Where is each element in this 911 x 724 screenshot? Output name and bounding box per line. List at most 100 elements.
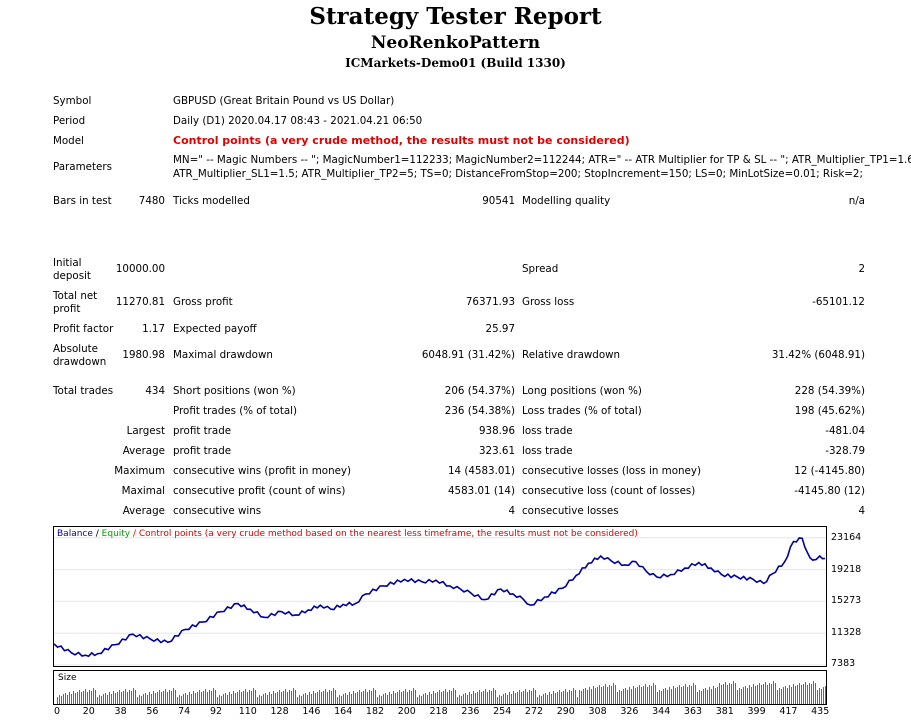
- profit-factor-value: 1.17: [142, 323, 165, 335]
- size-bar: [703, 689, 704, 704]
- max-cons-wins-label: consecutive wins (profit in money): [173, 465, 352, 477]
- loss-trades-label: Loss trades (% of total): [522, 405, 642, 417]
- size-bar: [69, 692, 70, 704]
- x-tick-label: 399: [747, 706, 766, 717]
- size-bar: [487, 692, 488, 704]
- size-bar: [467, 695, 468, 704]
- size-bar: [421, 696, 422, 704]
- size-bar: [273, 691, 274, 704]
- size-chart: [53, 670, 827, 705]
- largest-profit-value: 938.96: [478, 425, 515, 437]
- loss-trades-value: 198 (45.62%): [794, 405, 865, 417]
- size-bar: [457, 697, 458, 704]
- size-bar: [461, 696, 462, 704]
- size-bar: [571, 691, 572, 704]
- size-bar: [289, 690, 290, 704]
- size-bar: [371, 691, 372, 704]
- size-bar: [87, 692, 88, 704]
- size-bar: [753, 684, 754, 704]
- size-bar: [735, 683, 736, 704]
- size-bar: [759, 683, 760, 704]
- size-bar: [599, 685, 600, 704]
- x-tick-label: 164: [334, 706, 353, 717]
- size-bar: [321, 692, 322, 704]
- size-bar: [405, 689, 406, 704]
- ticks-label: Ticks modelled: [173, 195, 250, 207]
- size-bar: [597, 687, 598, 704]
- size-bar: [529, 690, 530, 704]
- size-bar: [287, 692, 288, 704]
- size-bar: [255, 690, 256, 704]
- maximal-label: Maximal: [121, 485, 165, 497]
- chart-grid: [54, 537, 826, 666]
- profit-factor-label: Profit factor: [53, 323, 114, 335]
- size-bar: [707, 690, 708, 704]
- size-bar: [81, 692, 82, 704]
- size-bar: [359, 690, 360, 704]
- size-bar: [231, 694, 232, 704]
- size-bar: [633, 686, 634, 704]
- size-bar: [665, 688, 666, 704]
- avg-cons-losses-label: consecutive losses: [522, 505, 619, 517]
- size-bar: [249, 690, 250, 704]
- size-bar: [671, 689, 672, 704]
- size-bar: [631, 689, 632, 704]
- size-bar: [691, 686, 692, 704]
- size-bar: [469, 692, 470, 704]
- size-bar: [531, 691, 532, 704]
- size-bar: [373, 688, 374, 704]
- size-bar: [783, 687, 784, 704]
- size-bar: [511, 694, 512, 704]
- size-bar: [497, 697, 498, 704]
- size-bar: [111, 694, 112, 704]
- size-bar: [215, 690, 216, 704]
- size-bar: [197, 692, 198, 704]
- size-bar: [789, 685, 790, 704]
- size-bar: [679, 685, 680, 704]
- long-positions-value: 228 (54.39%): [794, 385, 865, 397]
- x-tick-label: 381: [715, 706, 734, 717]
- size-bar: [641, 687, 642, 704]
- size-bar: [135, 690, 136, 704]
- size-bar: [187, 695, 188, 704]
- size-bar: [153, 691, 154, 704]
- size-bar: [389, 692, 390, 704]
- size-bar: [433, 691, 434, 704]
- average-profit-label: profit trade: [173, 445, 232, 457]
- size-bar: [155, 693, 156, 704]
- size-bar: [365, 689, 366, 704]
- size-bar: [103, 694, 104, 704]
- size-bar: [823, 687, 824, 704]
- size-bar: [241, 692, 242, 704]
- size-bar: [551, 694, 552, 704]
- size-bar: [253, 688, 254, 704]
- size-bar: [643, 686, 644, 704]
- expected-payoff-value: 25.97: [485, 323, 515, 335]
- size-bar: [689, 685, 690, 704]
- size-bar: [335, 690, 336, 704]
- size-bar: [481, 692, 482, 704]
- size-bar: [219, 695, 220, 704]
- size-bar: [361, 692, 362, 704]
- size-bar: [411, 691, 412, 704]
- maximal-cons-profit-label: consecutive profit (count of wins): [173, 485, 346, 497]
- size-bar: [145, 693, 146, 704]
- size-bar: [687, 687, 688, 704]
- expected-payoff-label: Expected payoff: [173, 323, 257, 335]
- size-bar: [465, 693, 466, 704]
- parameters-label: Parameters: [53, 161, 112, 173]
- size-bar: [471, 694, 472, 704]
- legend-separator: /: [92, 529, 102, 539]
- size-bar: [635, 688, 636, 704]
- size-bar: [681, 687, 682, 704]
- size-bar: [817, 690, 818, 704]
- size-bar: [423, 694, 424, 704]
- size-bar: [311, 694, 312, 704]
- x-tick-label: 182: [365, 706, 385, 717]
- size-bar: [479, 690, 480, 704]
- size-bar: [167, 692, 168, 704]
- size-bar: [347, 695, 348, 704]
- size-bar: [83, 691, 84, 704]
- size-bar: [385, 693, 386, 704]
- size-bar: [157, 692, 158, 704]
